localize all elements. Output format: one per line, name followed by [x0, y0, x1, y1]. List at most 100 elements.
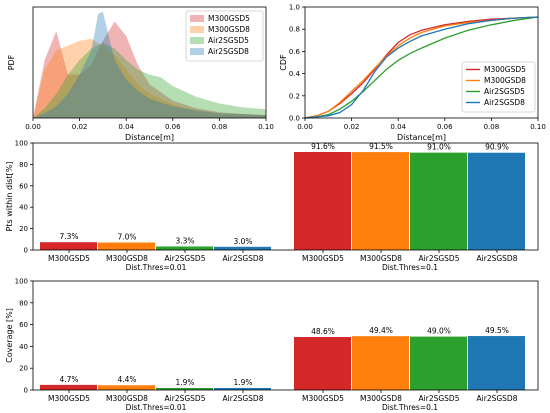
pts-y-tick-label: 60	[19, 182, 28, 190]
coverage-data-label: 49.4%	[369, 326, 393, 335]
pts-data-label: 3.3%	[175, 236, 194, 245]
cdf-x-tick-label: 0.04	[390, 123, 406, 131]
coverage-category-label: Air2SGSD5	[419, 394, 460, 403]
pdf-x-tick-label: 0.04	[118, 123, 134, 131]
pts-category-label: M300GSD8	[106, 254, 148, 263]
cdf-y-tick-label: 1.0	[289, 4, 300, 12]
pdf-x-tick-label: 0.02	[72, 123, 88, 131]
legend-label-m300gsd5: M300GSD5	[208, 14, 250, 23]
pts-y-tick-label: 80	[19, 161, 28, 169]
legend-swatch-air2sgsd5	[190, 37, 204, 44]
coverage-bar-air2sgsd8	[468, 336, 525, 390]
coverage-group-label: Dist.Thres=0.01	[126, 403, 187, 412]
coverage-y-tick-label: 0	[24, 387, 28, 395]
legend-swatch-m300gsd5	[190, 15, 204, 22]
coverage-data-label: 48.6%	[311, 327, 335, 336]
pdf-area-air2sgsd5	[33, 42, 266, 119]
pts-data-label: 3.0%	[233, 237, 252, 246]
cdf-ylabel: CDF	[279, 54, 288, 71]
pdf-legend: M300GSD5 M300GSD8 Air2SGSD5 Air2SGSD8	[185, 10, 264, 62]
coverage-y-tick-label: 80	[19, 299, 28, 307]
pts-bar-m300gsd8	[352, 152, 409, 250]
cdf-plot-frame	[304, 6, 539, 119]
legend-label-air2sgsd8: Air2SGSD8	[484, 98, 525, 107]
cdf-y-tick-label: 0.4	[289, 70, 301, 78]
cdf-y-tick-label: 0.8	[289, 26, 300, 34]
pts-data-label: 91.0%	[427, 143, 451, 152]
coverage-bar-air2sgsd8	[214, 387, 271, 390]
pts-bar-m300gsd5	[40, 242, 97, 250]
pts-bar-air2sgsd5	[410, 152, 467, 250]
pts-y-tick-label: 40	[19, 204, 28, 212]
pdf-xlabel: Distance[m]	[125, 133, 174, 142]
cdf-line-air2sgsd5	[304, 16, 539, 119]
cdf-y-tick-label: 0.2	[289, 92, 300, 100]
coverage-category-label: Air2SGSD8	[477, 394, 518, 403]
coverage-data-label: 1.9%	[175, 378, 194, 387]
coverage-plot-frame	[32, 280, 539, 391]
pdf-x-tick-label: 0.06	[165, 123, 181, 131]
coverage-bar-m300gsd5	[294, 337, 351, 390]
coverage-bar-m300gsd5	[40, 384, 97, 390]
pts-bar-air2sgsd8	[214, 246, 271, 250]
pts-category-label: Air2SGSD8	[477, 254, 518, 263]
pdf-plot-frame	[32, 6, 267, 119]
pts-group-label: Dist.Thres=0.1	[382, 263, 438, 272]
pdf-area-m300gsd8	[33, 38, 266, 118]
legend-label-m300gsd8: M300GSD8	[484, 76, 526, 85]
pts-data-label: 91.6%	[311, 142, 335, 151]
coverage-ylabel: Coverage [%]	[5, 308, 14, 363]
legend-label-air2sgsd5: Air2SGSD5	[208, 36, 249, 45]
cdf-line-air2sgsd8	[304, 16, 539, 119]
pts-data-label: 90.9%	[485, 143, 509, 152]
pts-category-label: Air2SGSD5	[419, 254, 460, 263]
pdf-x-tick-label: 0.10	[258, 123, 274, 131]
cdf-y-tick-label: 0.0	[289, 115, 300, 123]
pts-category-label: Air2SGSD8	[223, 254, 264, 263]
pdf-x-tick-label: 0.08	[212, 123, 228, 131]
legend-swatch-air2sgsd8	[190, 48, 204, 55]
pts-bar-air2sgsd8	[468, 152, 525, 250]
pdf-ylabel: PDF	[7, 54, 16, 70]
pts-data-label: 7.0%	[117, 233, 136, 242]
pts-category-label: M300GSD5	[48, 254, 90, 263]
coverage-y-tick-label: 20	[19, 365, 28, 373]
legend-label-air2sgsd8: Air2SGSD8	[208, 47, 249, 56]
legend-label-m300gsd5: M300GSD5	[484, 65, 526, 74]
pts-category-label: M300GSD5	[302, 254, 344, 263]
coverage-category-label: Air2SGSD8	[223, 394, 264, 403]
pts-y-tick-label: 0	[24, 247, 28, 255]
coverage-y-tick-label: 100	[15, 278, 28, 286]
coverage-category-label: M300GSD5	[302, 394, 344, 403]
pts-group-label: Dist.Thres=0.01	[126, 263, 187, 272]
cdf-xlabel: Distance[m]	[397, 133, 446, 142]
coverage-category-label: M300GSD8	[106, 394, 148, 403]
cdf-legend: M300GSD5 M300GSD8 Air2SGSD5 Air2SGSD8	[461, 61, 536, 113]
pts-plot-frame	[32, 142, 539, 251]
pdf-area-air2sgsd8	[33, 11, 266, 118]
coverage-bar-air2sgsd5	[410, 336, 467, 390]
coverage-data-label: 1.9%	[233, 378, 252, 387]
cdf-legend-box	[461, 61, 536, 113]
coverage-y-tick-label: 60	[19, 321, 28, 329]
pts-category-label: Air2SGSD5	[165, 254, 206, 263]
cdf-x-tick-label: 0.10	[530, 123, 546, 131]
coverage-data-label: 4.4%	[117, 375, 136, 384]
pts-category-label: M300GSD8	[360, 254, 402, 263]
coverage-data-label: 4.7%	[59, 375, 78, 384]
coverage-category-label: Air2SGSD5	[165, 394, 206, 403]
cdf-x-tick-label: 0.00	[297, 123, 313, 131]
pts-bar-m300gsd5	[294, 151, 351, 250]
pts-y-tick-label: 20	[19, 225, 28, 233]
pts-y-tick-label: 100	[15, 140, 28, 148]
coverage-data-label: 49.0%	[427, 327, 451, 336]
coverage-data-label: 49.5%	[485, 326, 509, 335]
coverage-bar-air2sgsd5	[156, 387, 213, 390]
cdf-y-tick-label: 0.6	[289, 48, 301, 56]
coverage-category-label: M300GSD8	[360, 394, 402, 403]
legend-label-air2sgsd5: Air2SGSD5	[484, 87, 525, 96]
pts-bar-m300gsd8	[98, 242, 155, 250]
pdf-legend-box	[185, 10, 264, 62]
coverage-bar-m300gsd8	[98, 385, 155, 390]
